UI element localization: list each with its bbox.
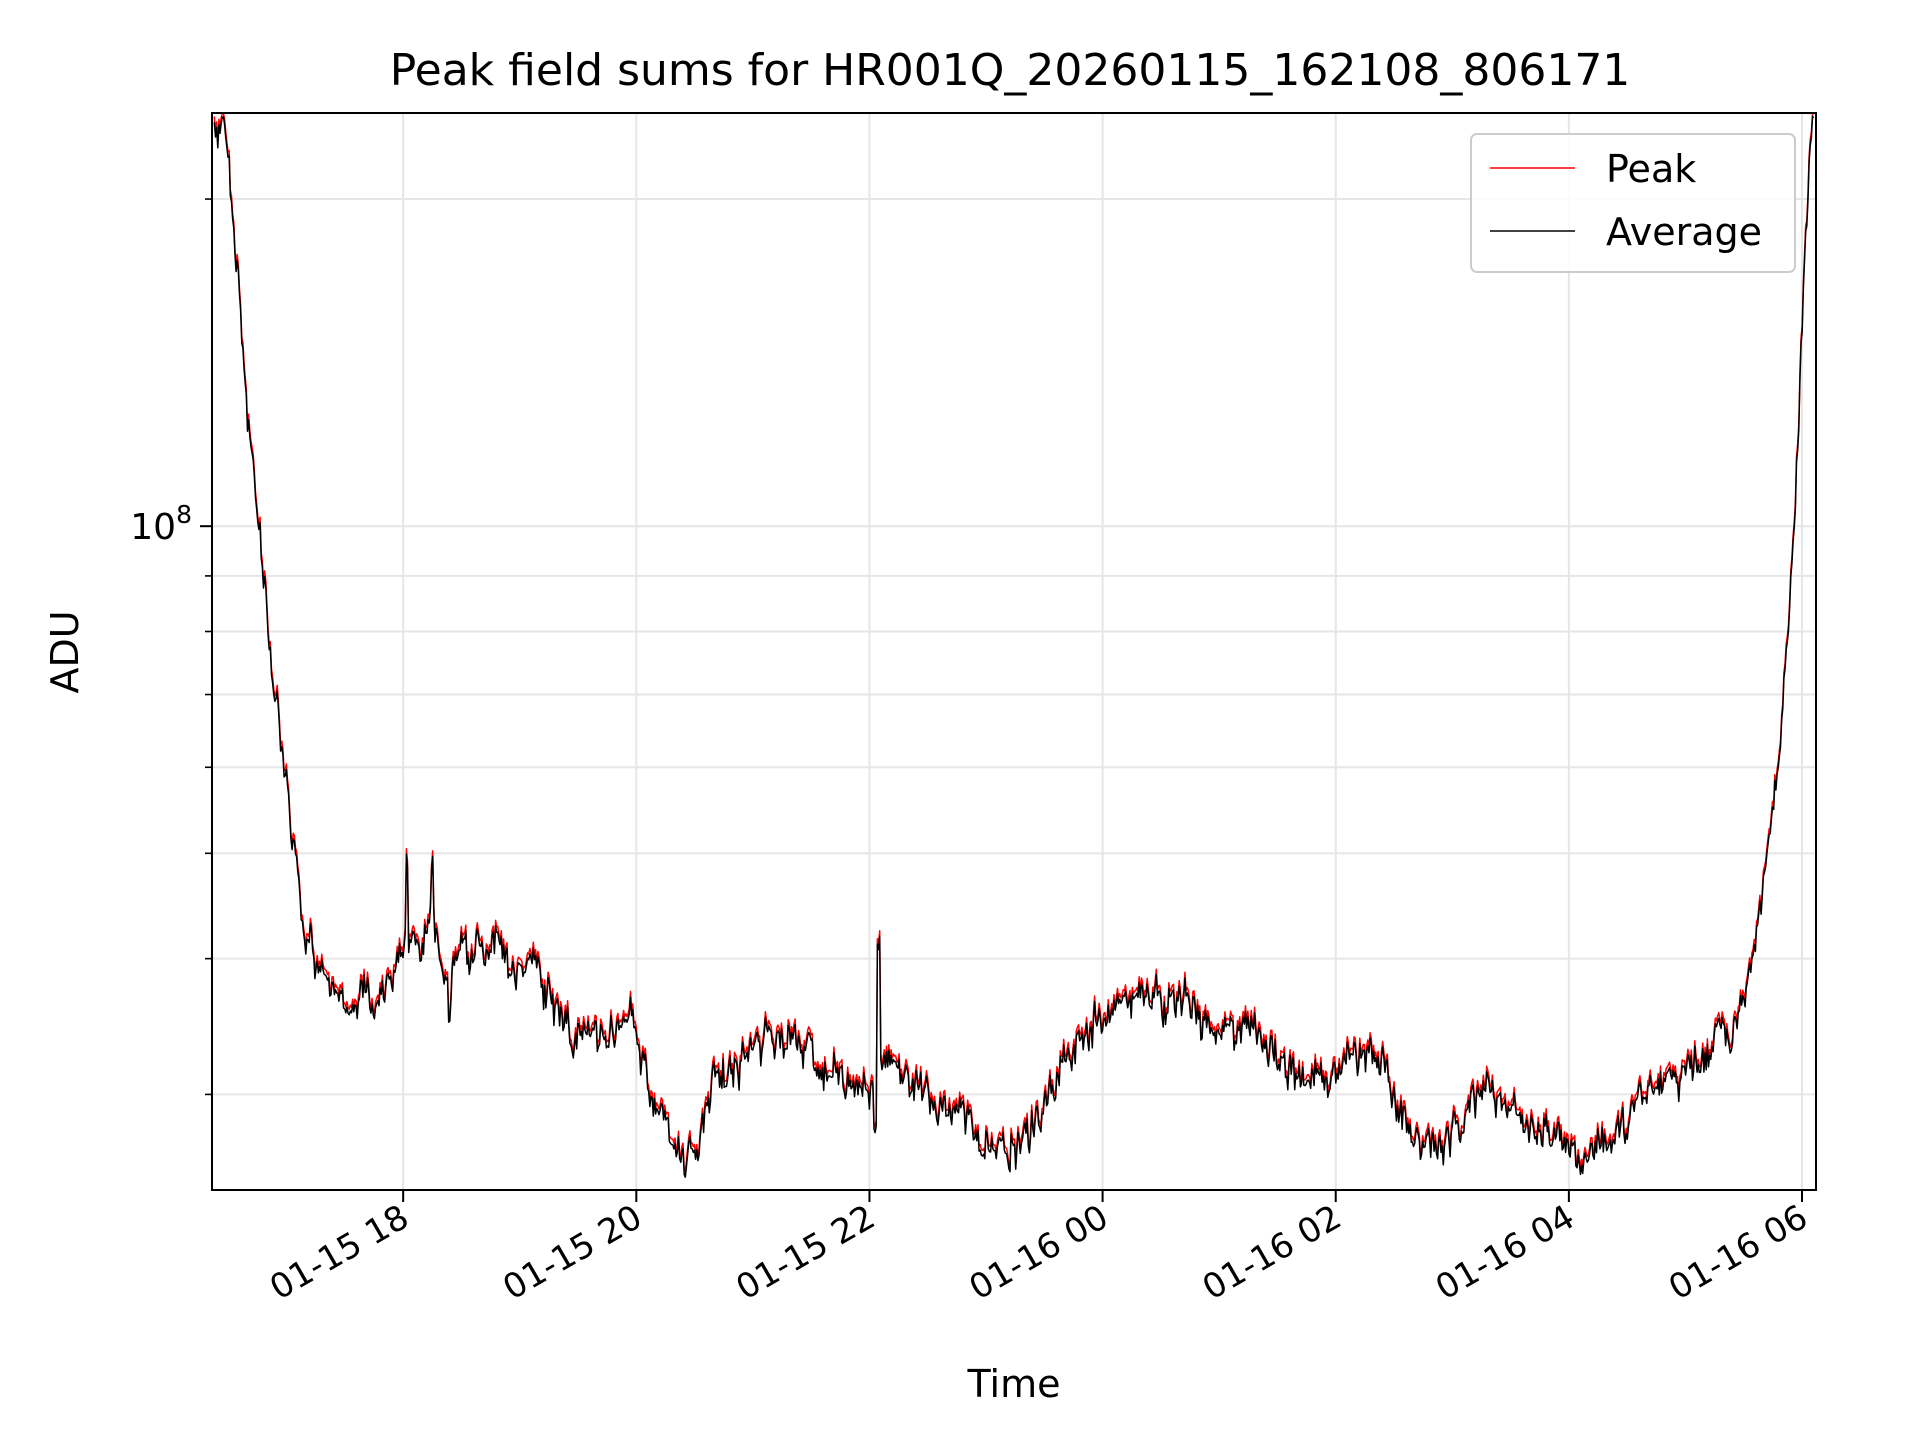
y-tick-label: 108 — [130, 500, 192, 548]
chart-title: Peak field sums for HR001Q_20260115_1621… — [390, 45, 1631, 96]
x-axis-label: Time — [967, 1362, 1061, 1406]
average-series-line — [213, 115, 1815, 1178]
grid — [212, 113, 1816, 1190]
y-axis-label: ADU — [43, 610, 87, 693]
plot-series — [213, 113, 1815, 1178]
legend-average-label: Average — [1606, 210, 1762, 254]
plot-frame — [211, 112, 1817, 1191]
legend-peak-label: Peak — [1606, 147, 1696, 191]
legend: Peak Average — [1470, 133, 1796, 273]
